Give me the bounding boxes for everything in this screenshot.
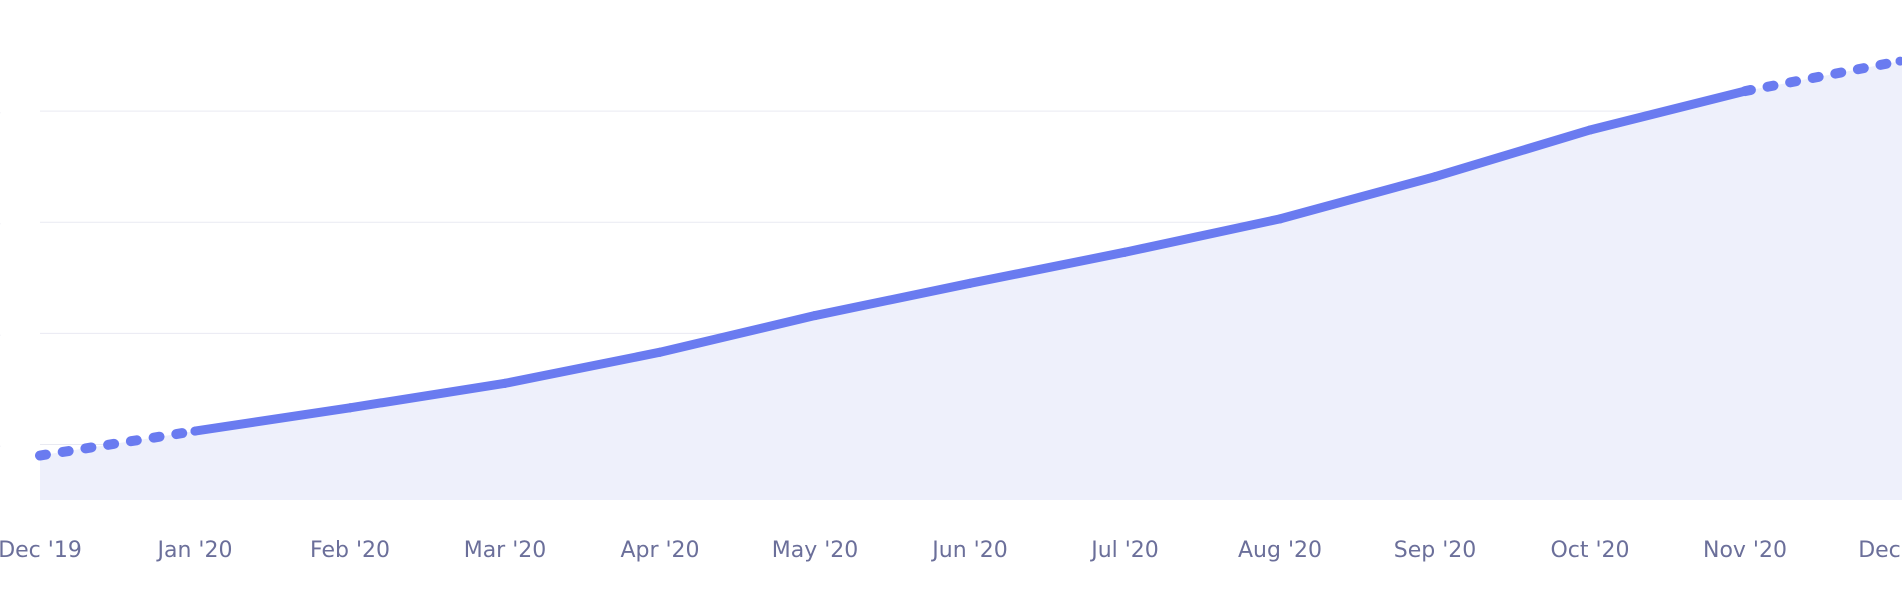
data-point [965, 278, 975, 288]
series-line-segment [345, 378, 510, 413]
data-point [345, 403, 355, 413]
series-line-segment [500, 347, 665, 388]
y-tick-label: 2.5 [0, 210, 2, 235]
data-point [1120, 247, 1130, 257]
series-line-segment [655, 311, 820, 357]
x-axis-ticks: Dec '19 Jan '20 Feb '20 Mar '20 Apr '20 May '… [0, 538, 1902, 563]
data-point [1430, 172, 1440, 182]
area-layer [40, 61, 1902, 500]
x-tick-label: Jul '20 [1089, 538, 1159, 563]
x-tick-label: Jun '20 [930, 538, 1007, 563]
series-line-segment [1430, 125, 1595, 182]
x-tick-label: Dec '19 [0, 538, 82, 563]
series-line-segment [190, 403, 355, 436]
x-tick-label: Oct '20 [1550, 538, 1629, 563]
data-point [1895, 56, 1902, 66]
y-tick-label: 1.5 [0, 321, 2, 346]
x-tick-label: Mar '20 [464, 538, 547, 563]
x-tick-label: Apr '20 [620, 538, 699, 563]
x-tick-label: Sep '20 [1394, 538, 1477, 563]
data-point [500, 378, 510, 388]
series-line-segment [1120, 214, 1285, 257]
x-tick-label: Dec '20 [1858, 538, 1902, 563]
series-line-segment [965, 247, 1130, 288]
data-point [1275, 214, 1285, 224]
data-point [35, 451, 45, 461]
x-tick-label: Nov '20 [1703, 538, 1787, 563]
projected-line-segment [1740, 56, 1902, 97]
data-point [810, 311, 820, 321]
x-tick-label: Aug '20 [1238, 538, 1322, 563]
projected-line-segment [35, 426, 200, 461]
series-line-segment [1275, 172, 1440, 224]
x-tick-label: May '20 [772, 538, 859, 563]
data-point [655, 347, 665, 357]
series-line-segment [1585, 86, 1750, 135]
data-point [1740, 86, 1750, 96]
y-tick-label: 3.5 [0, 99, 2, 124]
line-layer [35, 56, 1902, 461]
data-point [1585, 125, 1595, 135]
y-axis-ticks: 0.5 1.5 2.5 3.5 [0, 99, 2, 457]
area-fill [40, 61, 1902, 500]
series-line-segment [810, 278, 975, 321]
y-tick-label: 0.5 [0, 432, 2, 457]
x-tick-label: Feb '20 [310, 538, 390, 563]
data-point [190, 426, 200, 436]
x-tick-label: Jan '20 [156, 538, 233, 563]
